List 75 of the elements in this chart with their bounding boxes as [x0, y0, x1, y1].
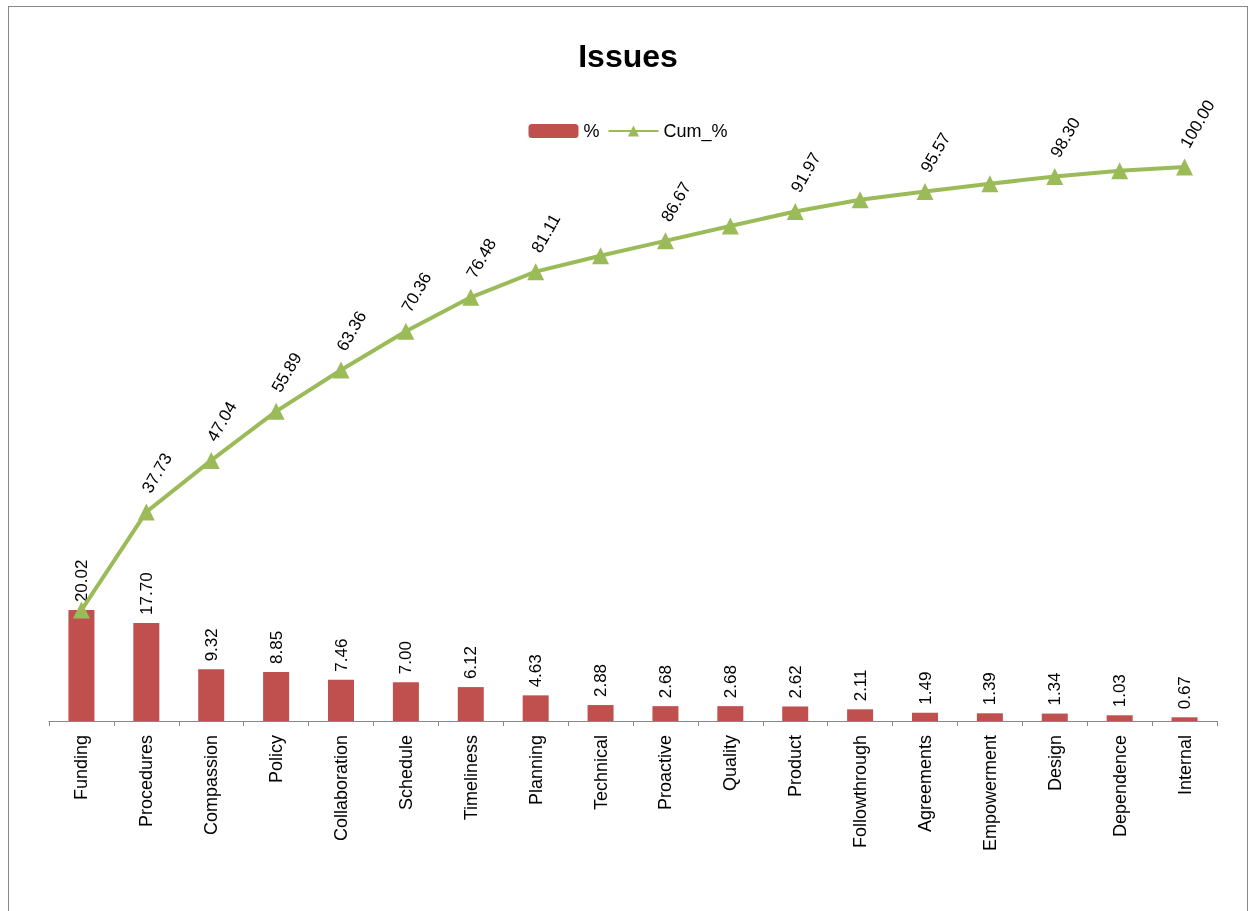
- point: [1046, 167, 1064, 185]
- data-label: 2.62: [785, 665, 805, 699]
- point: [1176, 158, 1194, 176]
- data-label: 20.02: [71, 559, 91, 603]
- legend-label: %: [583, 121, 600, 141]
- point: [397, 322, 415, 340]
- data-label: 17.70: [136, 572, 156, 615]
- x-tick-label: Technical: [590, 735, 611, 811]
- point: [656, 232, 674, 250]
- x-tick-label: Funding: [71, 735, 92, 801]
- bar: [133, 622, 160, 721]
- point: [721, 217, 739, 235]
- bar: [328, 679, 354, 721]
- point: [267, 402, 285, 420]
- x-tick-label: Product: [785, 735, 806, 798]
- data-label: 6.12: [461, 646, 481, 680]
- bar: [912, 712, 938, 721]
- point: [332, 361, 350, 379]
- data-label: 1.34: [1045, 672, 1065, 706]
- bar: [522, 695, 549, 721]
- x-tick-label: Agreements: [915, 735, 935, 833]
- point: [462, 288, 480, 306]
- point: [981, 175, 999, 193]
- data-label: 1.39: [980, 672, 1000, 706]
- bar: [782, 706, 809, 721]
- data-label: 1.03: [1110, 674, 1130, 708]
- x-tick-label: Timeliness: [460, 735, 481, 821]
- data-label: 7.00: [396, 641, 416, 675]
- x-tick-label: Quality: [720, 735, 741, 792]
- point: [851, 191, 869, 209]
- bar: [652, 706, 679, 721]
- data-label: 2.68: [720, 665, 740, 699]
- data-label: 2.11: [850, 669, 870, 702]
- bar: [263, 671, 290, 721]
- legend-label: Cum_%: [663, 121, 728, 142]
- data-label: 0.67: [1175, 676, 1195, 710]
- chart-title: Issues: [578, 38, 678, 74]
- x-tick-label: Policy: [266, 735, 287, 784]
- point: [137, 503, 155, 521]
- data-label: 8.85: [266, 630, 286, 664]
- x-tick-label: Dependence: [1109, 735, 1130, 838]
- x-tick-label: Planning: [525, 735, 546, 806]
- point: [527, 263, 545, 281]
- data-label: 1.49: [915, 671, 935, 705]
- bar: [1106, 715, 1133, 721]
- x-tick-label: Empowerment: [979, 735, 1000, 852]
- x-tick-label: Followthrough: [850, 735, 871, 849]
- point: [916, 183, 934, 201]
- bar: [587, 705, 614, 721]
- point: [202, 451, 220, 469]
- point: [592, 247, 610, 265]
- x-tick-label: Internal: [1174, 735, 1195, 796]
- x-tick-label: Collaboration: [331, 735, 351, 842]
- data-label: 2.68: [655, 665, 675, 699]
- bar: [68, 610, 95, 721]
- bar: [198, 669, 225, 721]
- data-label: 2.88: [591, 663, 611, 698]
- x-tick-label: Proactive: [655, 735, 676, 811]
- bar: [847, 709, 874, 721]
- point: [72, 601, 90, 619]
- data-label: 7.46: [331, 638, 351, 672]
- point: [786, 202, 804, 220]
- x-tick-label: Design: [1044, 735, 1065, 792]
- x-tick-label: Compassion: [201, 735, 222, 836]
- data-label: 9.32: [201, 628, 221, 662]
- point: [1111, 162, 1129, 180]
- bar: [976, 713, 1003, 721]
- x-tick-label: Procedures: [136, 735, 157, 828]
- bar: [717, 706, 744, 721]
- data-label: 4.63: [526, 654, 546, 688]
- bar: [392, 682, 419, 721]
- bar: [457, 687, 484, 721]
- x-tick-label: Schedule: [395, 735, 416, 811]
- bar: [1171, 717, 1198, 721]
- bar: [1041, 713, 1068, 721]
